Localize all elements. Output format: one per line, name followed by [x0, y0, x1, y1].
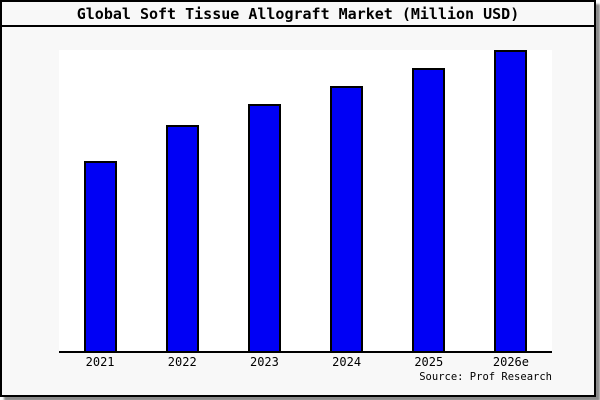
plot-area: [59, 50, 552, 353]
bar-slot: [470, 50, 552, 351]
bar-2021: [83, 161, 117, 351]
x-tick-label-2026e: 2026e: [492, 355, 529, 369]
bar-slot: [59, 50, 141, 351]
x-tick-label-2021: 2021: [85, 355, 115, 369]
x-axis-tick-labels: 2021 2022 2023 2024 2025 2026e: [59, 355, 552, 370]
bar-2024: [330, 86, 364, 351]
bar-2026e: [494, 50, 528, 351]
bar-slot: [306, 50, 388, 351]
bar-2022: [165, 125, 199, 351]
chart-title: Global Soft Tissue Allograft Market (Mil…: [2, 2, 594, 27]
bar-2025: [412, 68, 446, 351]
bar-2023: [247, 104, 281, 351]
bar-slot: [388, 50, 470, 351]
bar-slot: [223, 50, 305, 351]
x-tick-label-2025: 2025: [414, 355, 444, 369]
bar-slot: [141, 50, 223, 351]
x-tick-label-2023: 2023: [249, 355, 279, 369]
x-tick-label-2022: 2022: [167, 355, 197, 369]
source-credit: Source: Prof Research: [419, 371, 552, 383]
x-tick-label-2024: 2024: [332, 355, 362, 369]
